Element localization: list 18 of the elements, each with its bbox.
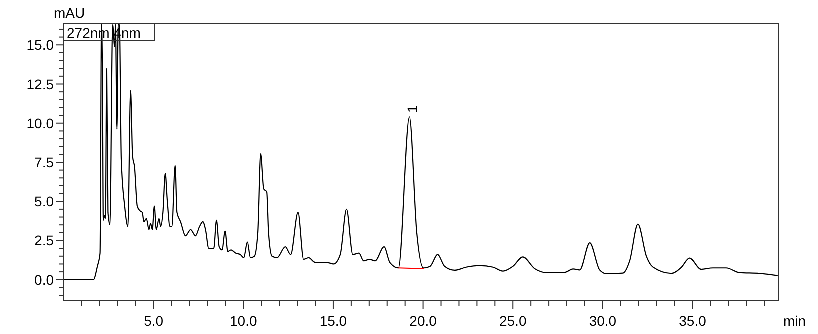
- x-tick-label: 20.0: [410, 313, 438, 329]
- y-axis-title: mAU: [54, 5, 86, 21]
- x-tick-label: 30.0: [589, 313, 617, 329]
- annotation: 1: [404, 105, 421, 114]
- y-tick-label: 0.0: [34, 272, 54, 288]
- y-tick-label: 2.5: [34, 232, 54, 249]
- y-tick-label: 15.0: [26, 37, 54, 54]
- line-series: [64, 24, 778, 280]
- x-tick-label: 15.0: [320, 313, 348, 329]
- y-tick-label: 10.0: [26, 115, 54, 132]
- x-tick-label: 5.0: [144, 313, 164, 329]
- y-tick-label: 5.0: [34, 194, 54, 210]
- x-tick-label: 25.0: [499, 313, 527, 329]
- x-tick-label: 35.0: [679, 313, 707, 329]
- y-tick-label: 12.5: [26, 76, 54, 92]
- x-tick-label: 10.0: [230, 313, 258, 329]
- y-tick-label: 7.5: [34, 154, 54, 170]
- x-axis-title: min: [783, 313, 806, 329]
